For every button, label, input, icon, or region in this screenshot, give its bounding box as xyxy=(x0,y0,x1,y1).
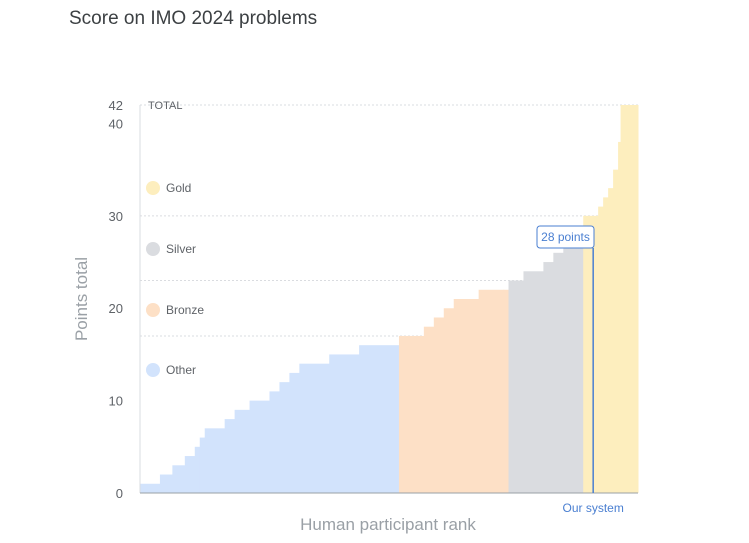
area-silver-step-2 xyxy=(543,262,554,493)
y-tick-30: 30 xyxy=(109,209,123,224)
area-bronze-step-5 xyxy=(478,289,505,493)
total-label: TOTAL xyxy=(148,100,182,112)
area-other-step-1 xyxy=(159,474,173,493)
area-bronze-step-1 xyxy=(423,326,435,493)
area-other-step-3 xyxy=(184,456,196,493)
legend-swatch-silver xyxy=(146,242,160,256)
area-gold-step-4 xyxy=(613,169,619,493)
chart-title: Score on IMO 2024 problems xyxy=(69,8,318,29)
area-gold-step-2 xyxy=(603,197,609,493)
area-silver-step-4 xyxy=(563,243,574,493)
y-tick-42: 42 xyxy=(109,98,123,113)
area-silver-step-0 xyxy=(508,280,524,493)
area-other-step-10 xyxy=(269,391,280,493)
legend-swatch-gold xyxy=(146,181,160,195)
area-bronze-step-0 xyxy=(398,335,425,493)
area-gold-step-5 xyxy=(618,141,622,493)
area-bronze-step-6 xyxy=(503,289,510,493)
y-tick-0: 0 xyxy=(116,486,123,501)
x-axis-label: Human participant rank xyxy=(300,515,476,534)
area-other-step-2 xyxy=(172,465,186,493)
legend-label-other: Other xyxy=(166,363,196,377)
area-other-step-6 xyxy=(204,428,226,493)
y-tick-labels: 0 10 20 30 40 42 xyxy=(109,98,123,501)
y-axis-label: Points total xyxy=(72,257,91,341)
area-silver-step-5 xyxy=(573,234,584,494)
y-tick-40: 40 xyxy=(109,116,123,131)
highlight-annotation: 28 points xyxy=(541,230,590,244)
highlight-label: Our system xyxy=(563,501,624,515)
area-other-step-11 xyxy=(279,382,290,493)
legend-label-gold: Gold xyxy=(166,181,191,195)
area-other-step-0 xyxy=(140,483,161,493)
grid-lines: TOTAL xyxy=(140,100,638,337)
area-bronze-step-2 xyxy=(433,317,445,493)
area-other-step-15 xyxy=(359,345,400,493)
area-other-step-9 xyxy=(249,400,270,493)
axes xyxy=(139,105,638,494)
area-gold-step-3 xyxy=(608,188,614,493)
area-other-step-12 xyxy=(289,372,300,493)
area-other-step-8 xyxy=(234,409,251,493)
area-other-step-7 xyxy=(224,419,236,493)
area-gold-step-1 xyxy=(598,206,604,493)
legend-swatch-other xyxy=(146,363,160,377)
y-tick-20: 20 xyxy=(109,301,123,316)
legend-label-silver: Silver xyxy=(166,242,196,256)
legend: Gold Silver Bronze Other xyxy=(146,181,204,377)
area-silver-step-3 xyxy=(553,252,564,493)
area-gold-step-0 xyxy=(583,215,599,493)
highlight-annotation-box xyxy=(536,225,595,249)
score-areas xyxy=(140,105,639,494)
legend-swatch-bronze xyxy=(146,303,160,317)
area-gold-step-6 xyxy=(620,105,624,493)
highlight-our-system: 28 points Our system xyxy=(536,225,624,515)
legend-label-bronze: Bronze xyxy=(166,303,204,317)
area-silver-step-1 xyxy=(523,271,544,493)
area-other-step-5 xyxy=(199,437,206,493)
area-bronze-step-3 xyxy=(443,308,455,493)
area-bronze-step-4 xyxy=(453,299,480,493)
area-other-step-4 xyxy=(194,446,201,493)
area-gold-step-7 xyxy=(623,105,639,493)
area-other-step-14 xyxy=(329,354,360,493)
area-other-step-13 xyxy=(299,363,330,493)
y-tick-10: 10 xyxy=(109,394,123,409)
